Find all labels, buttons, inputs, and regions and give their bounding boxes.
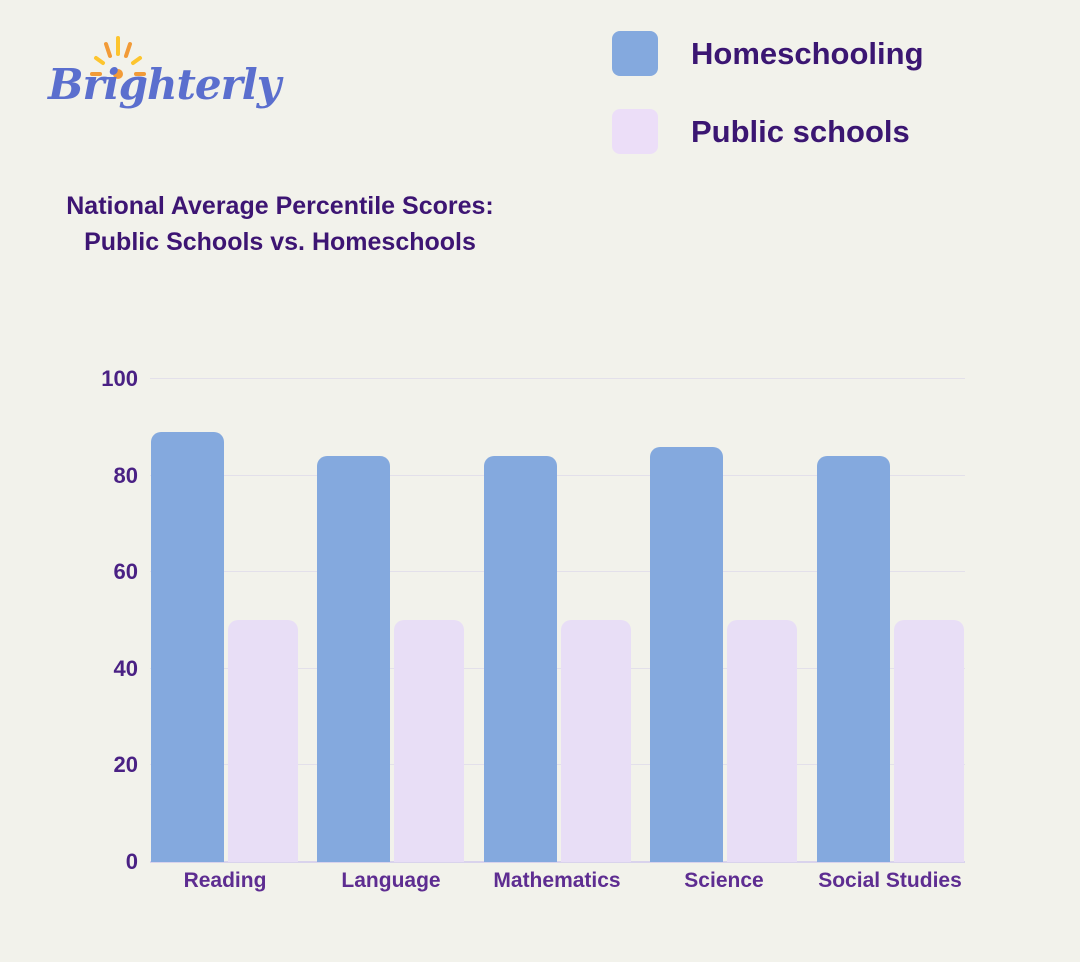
gridline-80 <box>150 475 965 476</box>
y-tick-label-0: 0 <box>125 849 138 874</box>
x-category-label-reading: Reading <box>183 869 267 892</box>
chart-title-line2: Public Schools vs. Homeschools <box>84 228 476 256</box>
legend-item-homeschooling: Homeschooling <box>612 31 924 76</box>
legend-swatch-public-schools <box>612 109 658 154</box>
x-category-label-social-studies: Social Studies <box>818 869 962 892</box>
bar-chart-plot <box>150 378 965 863</box>
x-category-label-science: Science <box>684 869 764 892</box>
legend-item-public-schools: Public schools <box>612 109 924 154</box>
bar-public-schools-social-studies <box>894 620 964 862</box>
x-axis-baseline <box>150 861 965 863</box>
logo-text: Brighterly <box>48 60 281 109</box>
chart-legend: Homeschooling Public schools <box>612 31 924 187</box>
x-category-label-mathematics: Mathematics <box>493 869 621 892</box>
x-category-label-language: Language <box>341 869 441 892</box>
bar-public-schools-reading <box>228 620 298 862</box>
bar-public-schools-language <box>394 620 464 862</box>
bar-homeschooling-science <box>650 447 723 862</box>
gridline-100 <box>150 378 965 379</box>
bar-homeschooling-mathematics <box>484 456 557 862</box>
bar-homeschooling-social-studies <box>817 456 890 862</box>
y-tick-label-40: 40 <box>113 656 138 681</box>
chart-title-line1: National Average Percentile Scores: <box>66 192 494 220</box>
legend-swatch-homeschooling <box>612 31 658 76</box>
gridline-60 <box>150 571 965 572</box>
gridline-40 <box>150 668 965 669</box>
bar-homeschooling-reading <box>151 432 224 862</box>
y-tick-label-60: 60 <box>113 559 138 584</box>
y-tick-label-80: 80 <box>113 463 138 488</box>
brighterly-logo: Brighterly <box>48 36 281 116</box>
bar-public-schools-mathematics <box>561 620 631 862</box>
chart-title: National Average Percentile Scores: Publ… <box>28 188 532 260</box>
y-tick-label-20: 20 <box>113 752 138 777</box>
y-tick-label-100: 100 <box>101 366 138 391</box>
legend-label-homeschooling: Homeschooling <box>691 35 924 71</box>
bar-public-schools-science <box>727 620 797 862</box>
sun-icon <box>90 36 146 79</box>
bar-homeschooling-language <box>317 456 390 862</box>
legend-label-public-schools: Public schools <box>691 113 910 149</box>
gridline-20 <box>150 764 965 765</box>
